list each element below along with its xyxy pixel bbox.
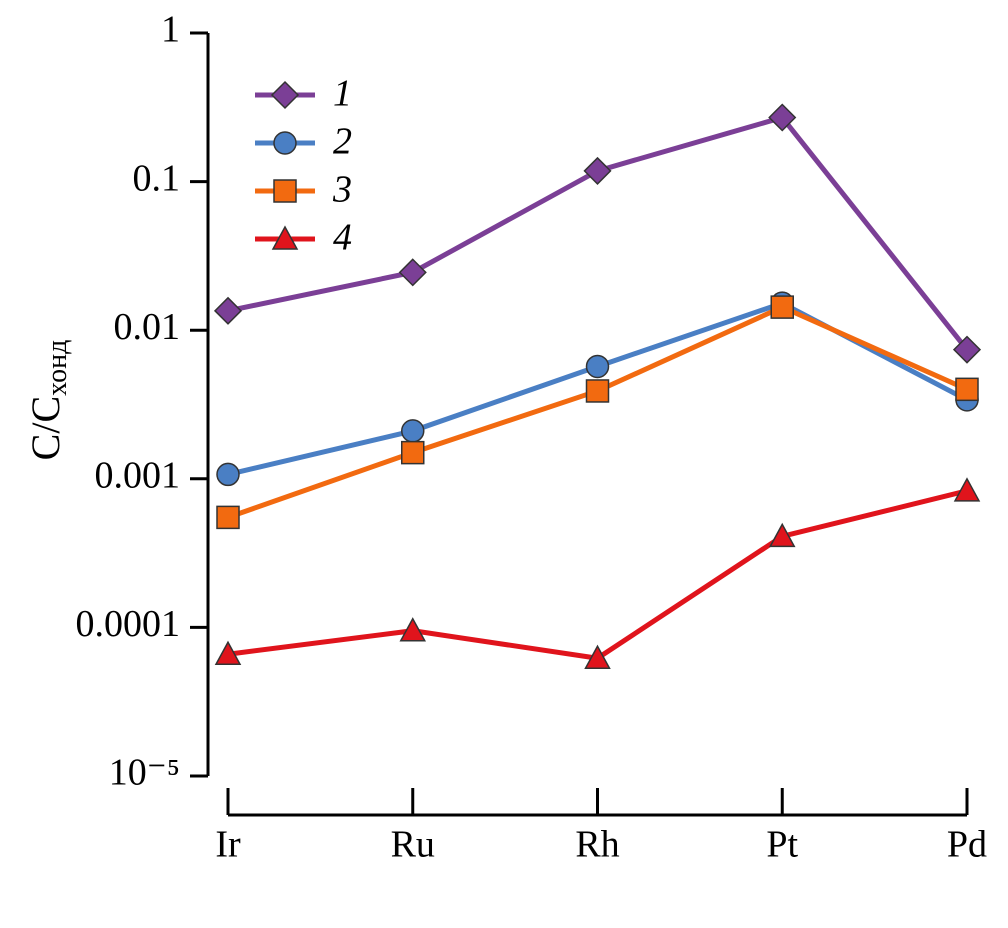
data-point <box>401 440 425 465</box>
y-tick-label: 10⁻⁵ <box>109 752 180 794</box>
legend-label: 3 <box>332 169 352 211</box>
y-axis-label-sub: хонд <box>42 340 73 396</box>
legend-marker <box>270 80 300 110</box>
legend-marker <box>273 131 297 155</box>
data-point <box>585 379 610 403</box>
x-tick-label: Pd <box>947 824 987 866</box>
legend-label: 2 <box>333 121 352 163</box>
data-point <box>398 258 427 287</box>
data-point <box>768 522 796 548</box>
legend-label: 4 <box>333 217 352 259</box>
data-point <box>216 505 240 530</box>
y-tick-label: 1 <box>161 9 180 51</box>
data-point <box>584 644 611 670</box>
series-line <box>227 304 969 520</box>
data-point <box>216 462 240 487</box>
legend-marker <box>271 225 299 250</box>
y-tick-label: 0.001 <box>95 455 181 497</box>
y-axis-label-main: C/C <box>23 396 68 460</box>
legend-marker <box>273 179 297 203</box>
data-point <box>213 296 243 325</box>
series-line <box>227 488 968 661</box>
x-tick-label: Pt <box>766 824 798 866</box>
data-point <box>214 640 242 665</box>
x-tick-label: Ir <box>215 824 241 866</box>
data-point <box>952 335 982 364</box>
data-point <box>585 354 610 379</box>
x-tick-label: Ru <box>391 824 435 866</box>
data-point <box>770 295 794 319</box>
y-tick-label: 0.1 <box>133 157 181 199</box>
data-point <box>401 419 425 443</box>
y-tick-label: 0.01 <box>114 306 181 348</box>
data-point <box>768 103 797 132</box>
y-tick-label: 0.0001 <box>76 603 181 645</box>
data-point <box>399 617 427 642</box>
data-point <box>583 156 612 185</box>
x-tick-label: Rh <box>575 824 619 866</box>
y-axis-label: C/Cхонд <box>23 340 73 461</box>
legend-label: 1 <box>333 73 352 115</box>
data-point <box>955 377 979 402</box>
data-point <box>953 477 981 502</box>
